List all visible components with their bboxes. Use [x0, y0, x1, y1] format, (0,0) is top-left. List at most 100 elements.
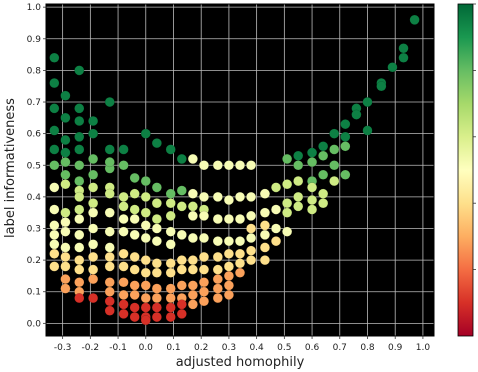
data-point — [234, 236, 246, 247]
data-point — [176, 201, 187, 212]
data-point — [104, 296, 115, 307]
data-point — [151, 182, 162, 193]
data-point — [293, 201, 304, 212]
data-point — [88, 251, 99, 263]
data-point — [282, 153, 293, 164]
data-point — [60, 242, 71, 253]
data-point — [129, 213, 140, 225]
data-point — [362, 125, 373, 136]
data-point — [246, 160, 257, 171]
data-point — [234, 267, 246, 278]
data-point — [351, 109, 362, 120]
data-point — [165, 258, 176, 269]
data-point — [49, 261, 60, 272]
x-tick-label: -0.2 — [82, 343, 100, 353]
plot-area — [46, 4, 434, 336]
data-point — [60, 226, 71, 237]
data-point — [104, 188, 115, 199]
data-point — [60, 169, 71, 180]
data-point — [140, 220, 151, 231]
data-point — [246, 232, 257, 244]
data-point — [259, 220, 270, 231]
data-point — [198, 286, 210, 297]
x-tick-label: 0.6 — [305, 343, 320, 353]
data-point — [307, 157, 318, 168]
data-point — [118, 308, 129, 319]
data-point — [140, 128, 151, 139]
data-point — [409, 14, 420, 25]
data-point — [104, 144, 115, 155]
data-point — [187, 232, 198, 244]
data-point — [234, 213, 246, 225]
data-point — [88, 153, 99, 164]
data-point — [398, 43, 409, 54]
data-point — [165, 239, 176, 250]
data-point — [318, 198, 329, 209]
y-tick-label: 0.6 — [27, 130, 42, 140]
data-point — [49, 77, 60, 89]
data-point — [88, 128, 99, 139]
data-point — [187, 188, 198, 199]
data-point — [60, 283, 71, 294]
data-point — [293, 150, 304, 161]
data-point — [165, 198, 176, 209]
data-point — [293, 176, 304, 187]
data-point — [49, 220, 60, 231]
data-point — [60, 147, 71, 158]
data-point — [165, 267, 176, 278]
x-tick-label: 0.4 — [249, 343, 264, 353]
data-point — [129, 264, 140, 275]
x-tick-label: -0.3 — [54, 343, 72, 353]
data-point — [104, 305, 115, 316]
data-point — [140, 255, 151, 266]
x-tick-label: 0.2 — [194, 343, 208, 353]
data-point — [88, 198, 99, 209]
data-point — [129, 172, 140, 183]
data-point — [270, 204, 282, 215]
data-point — [340, 119, 351, 130]
data-point — [74, 229, 85, 240]
data-point — [88, 169, 99, 180]
data-point — [49, 248, 60, 259]
data-point — [270, 182, 282, 193]
data-point — [212, 191, 223, 202]
data-point — [129, 311, 140, 323]
data-point — [187, 264, 198, 275]
data-point — [74, 115, 85, 127]
data-point — [318, 150, 329, 161]
x-tick-label: -0.1 — [109, 343, 127, 353]
data-point — [74, 255, 85, 266]
data-point — [74, 144, 85, 155]
y-tick-label: 0.4 — [27, 193, 42, 203]
data-point — [60, 217, 71, 228]
data-point — [246, 245, 257, 256]
data-point — [151, 213, 162, 225]
data-point — [151, 293, 162, 304]
data-point — [118, 261, 129, 272]
data-point — [118, 289, 129, 300]
data-point — [187, 210, 198, 221]
data-point — [187, 255, 198, 266]
data-point — [187, 280, 198, 291]
data-point — [246, 191, 257, 202]
data-point — [187, 289, 198, 300]
data-point — [246, 255, 257, 266]
data-point — [187, 153, 198, 164]
data-point — [246, 223, 257, 234]
data-point — [270, 223, 282, 234]
data-point — [60, 90, 71, 101]
data-point — [88, 115, 99, 127]
data-point — [74, 103, 85, 114]
x-axis-label: adjusted homophily — [176, 355, 305, 370]
data-point — [198, 264, 210, 275]
data-point — [104, 226, 115, 237]
data-point — [74, 191, 85, 202]
data-point — [60, 207, 71, 218]
data-point — [282, 207, 293, 218]
data-point — [151, 311, 162, 323]
y-tick-label: 0.2 — [27, 256, 41, 266]
data-point — [140, 280, 151, 291]
data-point — [293, 191, 304, 202]
data-point — [140, 232, 151, 244]
data-point — [234, 160, 246, 171]
